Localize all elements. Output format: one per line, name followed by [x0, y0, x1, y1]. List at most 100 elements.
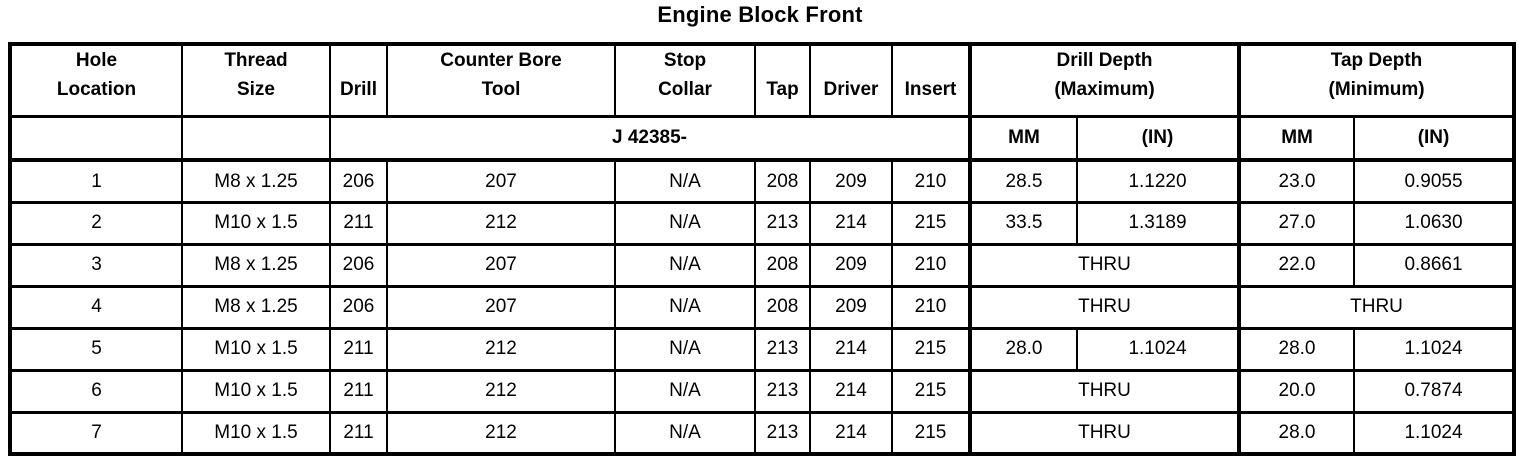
cell-thread-size: M8 x 1.25: [181, 242, 331, 288]
cell-thread-size: M10 x 1.5: [181, 410, 331, 456]
table-row-hole-1: 1 M8 x 1.25 206 207 N/A 208 209 210 28.5…: [9, 158, 1516, 204]
cell-stop-collar: N/A: [614, 284, 756, 330]
header-tap-depth-minimum: Tap Depth (Minimum): [1237, 42, 1516, 118]
cell-stop-collar: N/A: [614, 326, 756, 372]
cell-insert: 210: [891, 242, 971, 288]
header-thread-size: Thread Size: [181, 42, 331, 118]
cell-insert: 215: [891, 200, 971, 246]
cell-hole-location: 5: [9, 326, 183, 372]
subheader-tap-depth-in: (IN): [1353, 114, 1516, 163]
cell-drill-depth-thru: THRU: [967, 242, 1241, 288]
cell-counter-bore-tool: 212: [386, 410, 616, 456]
cell-thread-size: M8 x 1.25: [181, 284, 331, 330]
cell-stop-collar: N/A: [614, 242, 756, 288]
cell-drill-depth-thru: THRU: [967, 284, 1241, 330]
cell-driver: 214: [809, 326, 893, 372]
cell-insert: 210: [891, 158, 971, 204]
header-driver: Driver: [809, 42, 893, 118]
subheader-drill-depth-mm: MM: [968, 114, 1078, 163]
cell-counter-bore-tool: 207: [386, 158, 616, 204]
tool-group-label: J 42385-: [329, 114, 971, 163]
cell-driver: 214: [809, 200, 893, 246]
header-row-1: Hole Location Thread Size Drill Counter …: [9, 42, 1516, 118]
cell-tap-depth-in: 0.8661: [1353, 242, 1516, 288]
cell-tap-depth-in: 1.0630: [1353, 200, 1516, 246]
cell-insert: 210: [891, 284, 971, 330]
cell-tap-depth-in: 0.7874: [1353, 368, 1516, 414]
cell-tap-depth-mm: 22.0: [1237, 242, 1356, 288]
cell-thread-size: M10 x 1.5: [181, 326, 331, 372]
table-row-hole-2: 2 M10 x 1.5 211 212 N/A 213 214 215 33.5…: [9, 200, 1516, 246]
page-title: Engine Block Front: [657, 2, 863, 27]
cell-counter-bore-tool: 212: [386, 200, 616, 246]
cell-driver: 209: [809, 158, 893, 204]
cell-hole-location: 1: [9, 158, 183, 204]
cell-tap: 213: [754, 200, 811, 246]
cell-counter-bore-tool: 212: [386, 326, 616, 372]
cell-tap-depth-mm: 23.0: [1237, 158, 1356, 204]
cell-tap: 213: [754, 410, 811, 456]
cell-hole-location: 4: [9, 284, 183, 330]
cell-tap: 213: [754, 326, 811, 372]
cell-stop-collar: N/A: [614, 410, 756, 456]
empty-cell-hole-location: [9, 114, 183, 163]
table-row-hole-6: 6 M10 x 1.5 211 212 N/A 213 214 215 THRU…: [9, 368, 1516, 414]
cell-thread-size: M10 x 1.5: [181, 368, 331, 414]
table-row-hole-4: 4 M8 x 1.25 206 207 N/A 208 209 210 THRU…: [9, 284, 1516, 330]
cell-drill-depth-in: 1.1024: [1075, 326, 1241, 372]
cell-stop-collar: N/A: [614, 158, 756, 204]
header-counter-bore-tool: Counter Bore Tool: [386, 42, 616, 118]
cell-tap-depth-in: 1.1024: [1353, 410, 1516, 456]
cell-tap-depth-mm: 27.0: [1237, 200, 1356, 246]
cell-stop-collar: N/A: [614, 200, 756, 246]
header-stop-collar: Stop Collar: [614, 42, 756, 118]
cell-thread-size: M10 x 1.5: [181, 200, 331, 246]
cell-tap-depth-mm: 28.0: [1237, 410, 1356, 456]
subheader-tap-depth-mm: MM: [1237, 114, 1356, 163]
header-insert: Insert: [891, 42, 971, 118]
cell-drill: 211: [329, 368, 388, 414]
table-row-hole-3: 3 M8 x 1.25 206 207 N/A 208 209 210 THRU…: [9, 242, 1516, 288]
cell-drill-depth-thru: THRU: [967, 410, 1241, 456]
cell-counter-bore-tool: 207: [386, 242, 616, 288]
cell-drill-depth-in: 1.1220: [1075, 158, 1241, 204]
table-row-hole-7: 7 M10 x 1.5 211 212 N/A 213 214 215 THRU…: [9, 410, 1516, 456]
cell-driver: 214: [809, 410, 893, 456]
cell-hole-location: 2: [9, 200, 183, 246]
cell-drill-depth-mm: 28.0: [968, 326, 1078, 372]
cell-tap-depth-in: 0.9055: [1353, 158, 1516, 204]
cell-thread-size: M8 x 1.25: [181, 158, 331, 204]
header-drill-depth-maximum: Drill Depth (Maximum): [967, 42, 1241, 118]
cell-drill: 206: [329, 242, 388, 288]
cell-insert: 215: [891, 410, 971, 456]
header-row-2: J 42385- MM (IN) MM (IN): [9, 114, 1516, 163]
cell-driver: 214: [809, 368, 893, 414]
cell-drill-depth-mm: 33.5: [968, 200, 1078, 246]
cell-hole-location: 7: [9, 410, 183, 456]
cell-drill: 211: [329, 200, 388, 246]
header-drill: Drill: [329, 42, 388, 118]
cell-tap: 213: [754, 368, 811, 414]
cell-tap: 208: [754, 242, 811, 288]
cell-counter-bore-tool: 212: [386, 368, 616, 414]
cell-drill: 211: [329, 410, 388, 456]
cell-insert: 215: [891, 368, 971, 414]
subheader-drill-depth-in: (IN): [1075, 114, 1241, 163]
cell-tap-depth-mm: 20.0: [1237, 368, 1356, 414]
table-row-hole-5: 5 M10 x 1.5 211 212 N/A 213 214 215 28.0…: [9, 326, 1516, 372]
cell-drill: 211: [329, 326, 388, 372]
cell-drill-depth-in: 1.3189: [1075, 200, 1241, 246]
cell-tap-depth-mm: 28.0: [1237, 326, 1356, 372]
cell-drill-depth-thru: THRU: [967, 368, 1241, 414]
cell-tap: 208: [754, 158, 811, 204]
cell-hole-location: 6: [9, 368, 183, 414]
header-tap: Tap: [754, 42, 811, 118]
cell-stop-collar: N/A: [614, 368, 756, 414]
cell-counter-bore-tool: 207: [386, 284, 616, 330]
engine-block-front-table: Hole Location Thread Size Drill Counter …: [8, 42, 1517, 457]
cell-driver: 209: [809, 284, 893, 330]
cell-drill-depth-mm: 28.5: [968, 158, 1078, 204]
empty-cell-thread-size: [181, 114, 331, 163]
cell-tap-depth-thru: THRU: [1237, 284, 1516, 330]
